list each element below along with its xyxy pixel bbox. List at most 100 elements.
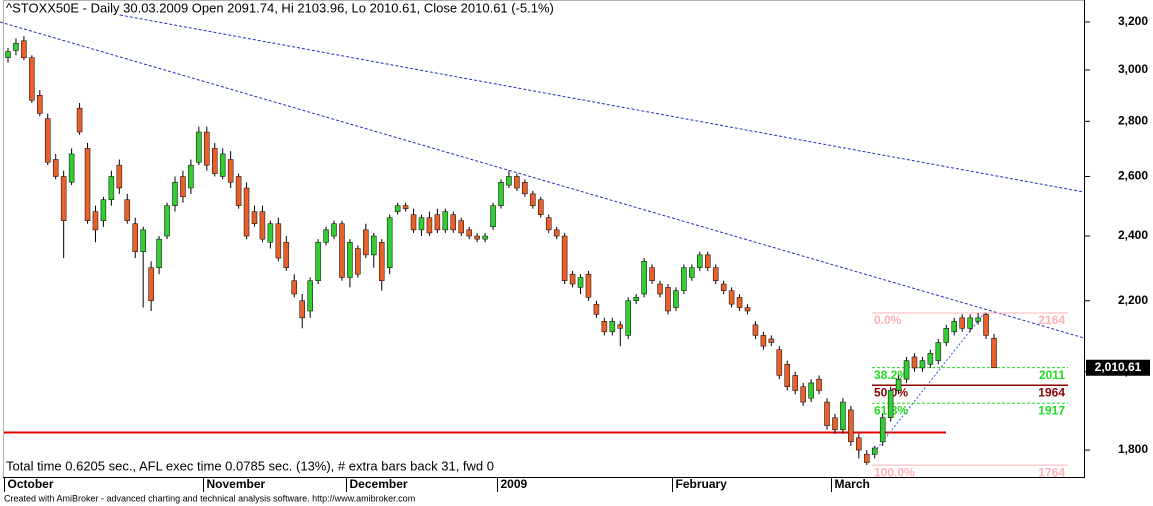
x-tick-label: February (676, 477, 728, 491)
candle-body (538, 199, 544, 215)
candle-body (235, 176, 242, 206)
candle-body (832, 417, 838, 430)
y-tick-label: 2,800 (1118, 114, 1148, 128)
candle-body (275, 223, 282, 259)
trendline (119, 14, 1085, 193)
candle-body (561, 235, 568, 281)
candle-body (164, 205, 170, 237)
candle-body (903, 360, 910, 380)
candle-body (967, 317, 973, 329)
candle-body (410, 214, 417, 231)
candle-body (92, 211, 99, 231)
candle-body (402, 205, 409, 209)
candle-body (243, 187, 250, 237)
candle-body (808, 382, 814, 399)
candle-body (601, 321, 608, 333)
fib-label: 0.0% (874, 313, 902, 327)
candle-body (76, 107, 83, 133)
candle-body (593, 303, 600, 315)
plot: 0.0%216438.2%201150.0%196461.8%1917100.0… (5, 36, 1068, 479)
candle-body (530, 193, 536, 206)
candle-body (665, 287, 671, 312)
candle-body (864, 453, 870, 463)
candle-body (84, 148, 91, 221)
candle-body (140, 229, 146, 252)
candle-body (871, 447, 878, 455)
candle-body (983, 314, 989, 336)
candle-body (355, 248, 361, 275)
candle-body (951, 321, 957, 333)
candle-body (609, 321, 616, 333)
candle-body (315, 242, 321, 281)
candle-body (617, 324, 624, 329)
candle-body (331, 223, 337, 237)
candle-body (371, 235, 377, 256)
candle-body (514, 176, 520, 189)
candle-body (824, 401, 830, 426)
candle-body (291, 280, 298, 295)
candle-body (21, 40, 27, 58)
fib-value: 2011 (1039, 368, 1065, 382)
candle-body (283, 242, 290, 268)
y-tick-label: 3,200 (1118, 14, 1148, 28)
y-tick-label: 2,400 (1118, 228, 1148, 242)
candle-body (299, 300, 305, 319)
last-price-label: 2,010.61 (1095, 360, 1142, 374)
fib-label: 100.0% (874, 465, 915, 479)
candle-body (13, 42, 19, 51)
candle-body (816, 378, 822, 391)
candle-body (37, 94, 43, 114)
candle-body (927, 353, 934, 365)
candle-body (378, 242, 385, 281)
candle-body (267, 223, 274, 243)
candle-body (657, 283, 663, 295)
last-price-box (1086, 359, 1150, 376)
candle-body (760, 335, 767, 347)
candle-body (585, 273, 592, 298)
candle-body (752, 324, 759, 336)
candle-body (52, 159, 59, 177)
fib-value: 2164 (1038, 313, 1065, 327)
candle-body (784, 364, 791, 387)
candle-body (458, 220, 464, 234)
fib-label: 38.2% (874, 368, 908, 382)
candle-body (29, 57, 35, 101)
candle-body (768, 338, 775, 343)
candle-body (879, 417, 886, 443)
x-tick-label: October (8, 477, 54, 491)
candle-body (919, 360, 926, 369)
x-tick-label: March (835, 477, 870, 491)
candle-body (728, 290, 735, 305)
candle-body (975, 317, 981, 322)
candle-body (744, 307, 751, 312)
candle-body (506, 176, 512, 186)
candle-body (251, 211, 258, 224)
candle-body (625, 300, 631, 336)
candle-body (681, 267, 687, 291)
candle-body (108, 176, 115, 200)
candle-body (697, 254, 703, 268)
candle-body (704, 254, 711, 268)
candle-body (712, 267, 719, 281)
candle-body (204, 131, 210, 166)
y-tick-label: 1,800 (1118, 442, 1148, 456)
candle-body (418, 217, 425, 231)
candle-body (100, 199, 107, 221)
candle-body (736, 297, 743, 308)
candle-body (219, 153, 226, 177)
candle-body (124, 199, 131, 221)
candle-body (45, 118, 51, 163)
y-tick-label: 3,000 (1118, 62, 1148, 76)
candle-body (307, 280, 313, 312)
fib-value: 1964 (1038, 385, 1065, 399)
candle-body (386, 217, 393, 268)
candle-body (132, 223, 138, 252)
candle-body (792, 375, 798, 391)
candle-body (180, 176, 186, 198)
candle-body (490, 205, 496, 228)
candle-body (911, 356, 918, 369)
candle-body (60, 176, 67, 221)
candle-body (156, 238, 162, 268)
